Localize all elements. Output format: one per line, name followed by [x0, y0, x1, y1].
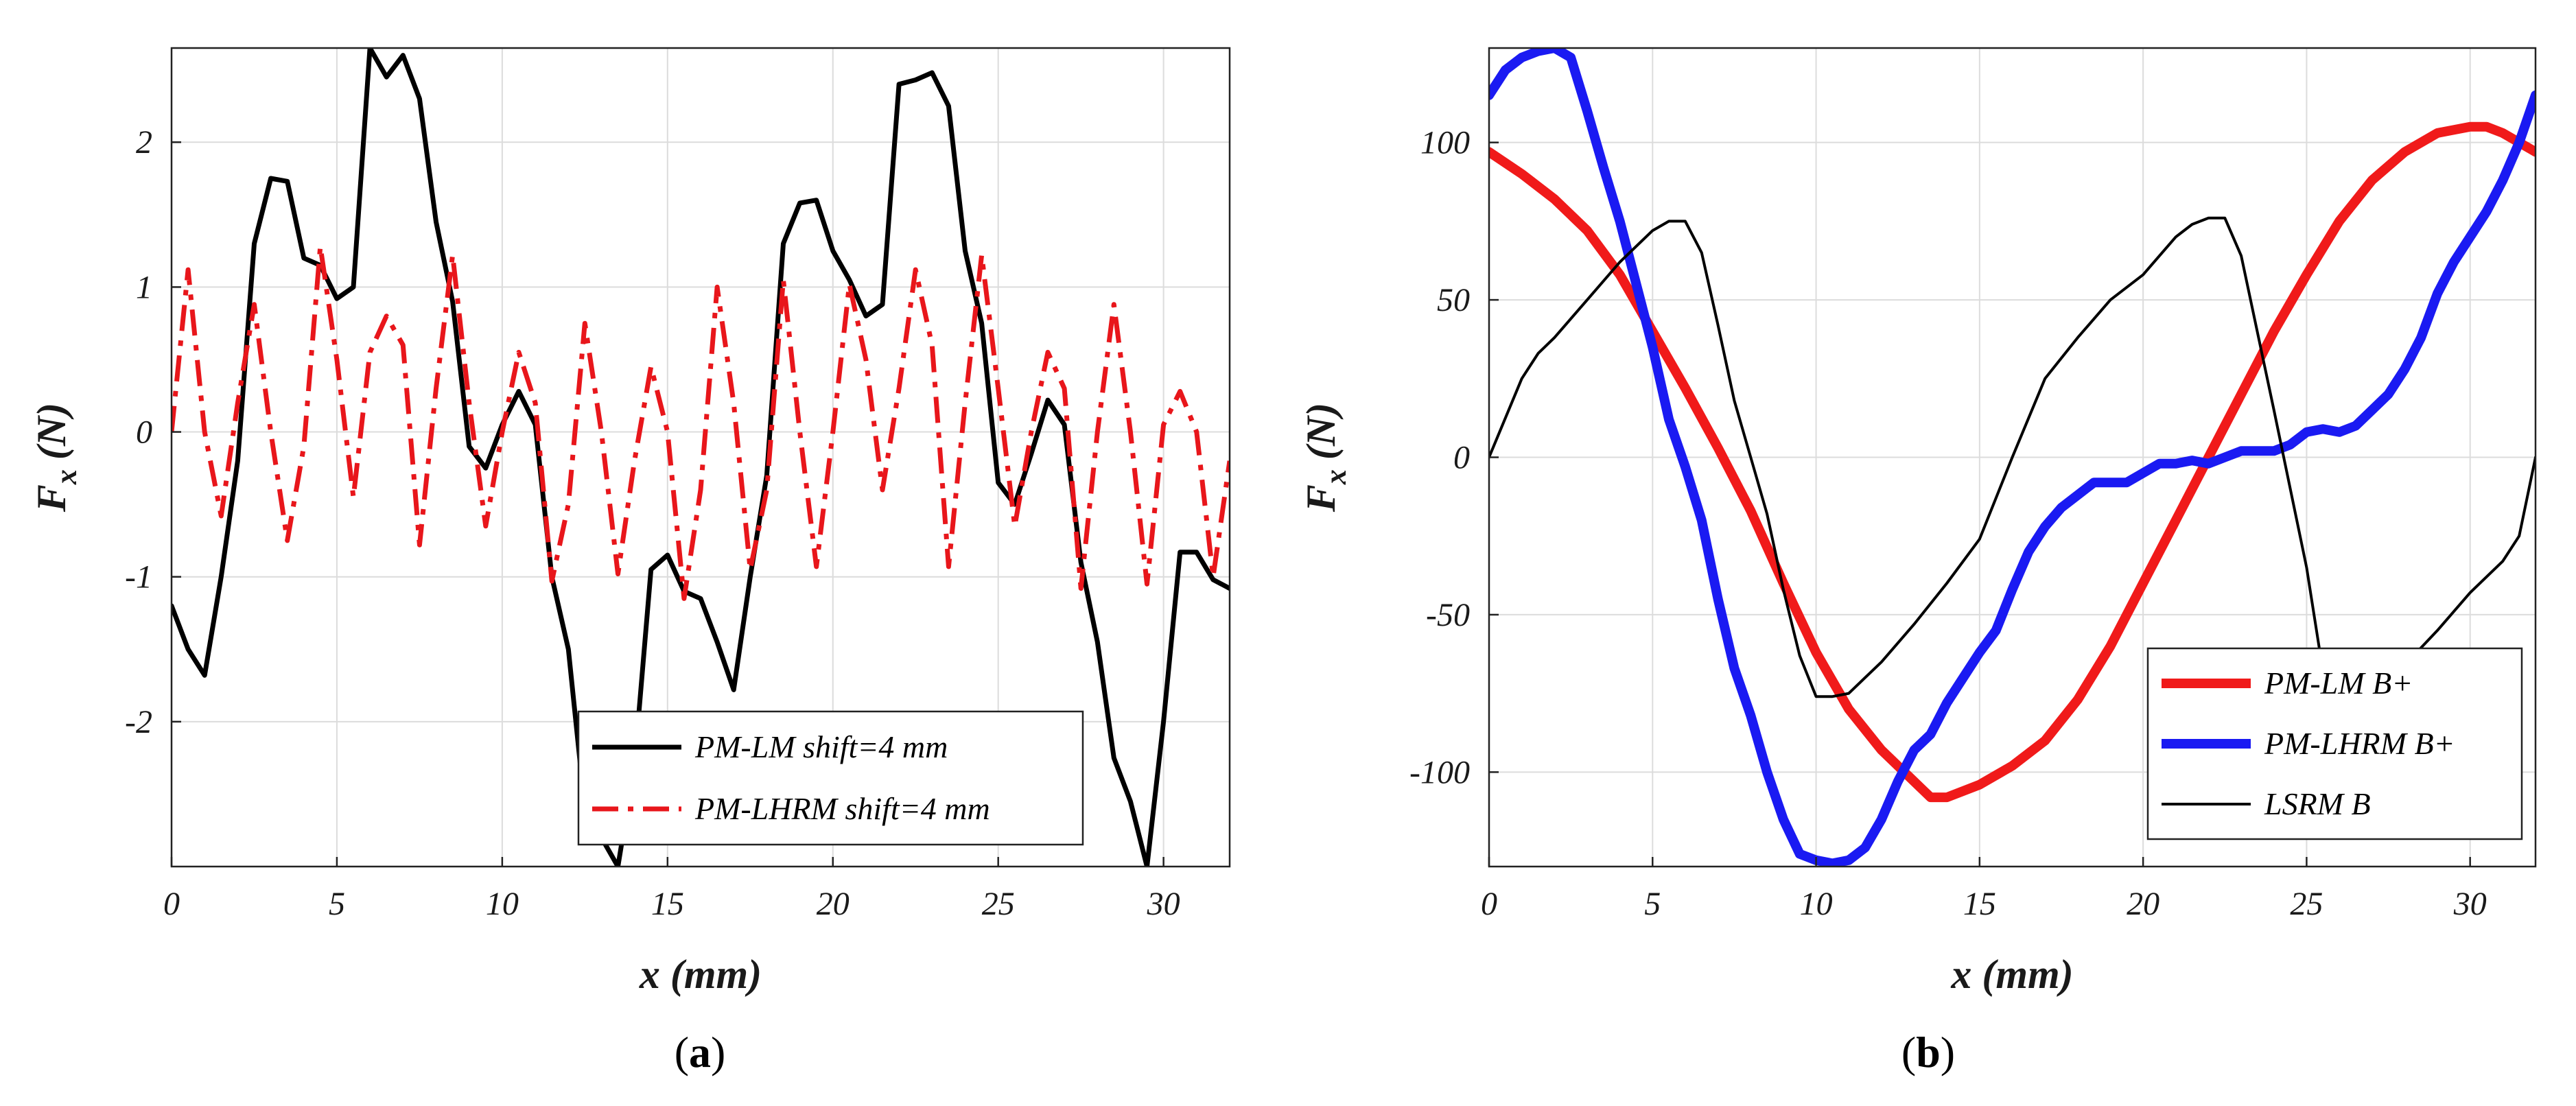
series-line-pm-lm-shift-4-mm: [172, 48, 1230, 867]
y-tick-label: 50: [1437, 282, 1470, 318]
panel-letter-b: b: [1916, 1028, 1941, 1076]
y-axis-label-main-a: F: [29, 484, 74, 513]
ticks-a: 0 5 10 15 20 25 30 -2 -1 0 1 2: [125, 124, 1180, 922]
legend-entry-label: LSRM B: [2264, 786, 2371, 821]
x-tick-label: 20: [2127, 886, 2159, 922]
x-tick-label: 10: [486, 886, 519, 922]
chart-panel-a: 0 5 10 15 20 25 30 -2 -1 0 1 2 x (mm) Fx (N) PM-LM s…: [29, 47, 1231, 1076]
ticks-b: 0 5 10 15 20 25 30 -100 -50 0 50 100: [1409, 125, 2487, 922]
panel-letter-a: a: [689, 1028, 711, 1076]
plot-frame-a: [170, 47, 1231, 868]
y-tick-label: 0: [1453, 440, 1470, 476]
x-tick-label: 30: [2453, 886, 2487, 922]
y-axis-label-unit-b: (N): [1298, 403, 1344, 460]
x-tick-label: 0: [163, 886, 180, 922]
y-axis-label-sub-b: x: [1319, 469, 1353, 485]
y-tick-label: -50: [1426, 597, 1470, 633]
y-axis-label-sub-a: x: [49, 469, 83, 485]
panel-label-a: (a): [675, 1028, 726, 1076]
x-axis-label-b: x (mm): [1950, 952, 2073, 997]
legend-entry-label: PM-LHRM shift=4 mm: [694, 791, 990, 826]
legend-b: PM-LM B+ PM-LHRM B+ LSRM B: [2146, 647, 2523, 840]
x-tick-label: 10: [1800, 886, 1833, 922]
y-axis-label-main-b: F: [1298, 484, 1344, 513]
x-tick-label: 20: [817, 886, 850, 922]
y-tick-label: -1: [125, 559, 152, 596]
y-axis-label-b: Fx (N): [1298, 403, 1353, 513]
series-a: [172, 48, 1230, 867]
x-tick-label: 5: [329, 886, 345, 922]
legend-box: [577, 710, 1084, 846]
x-tick-label: 5: [1644, 886, 1661, 922]
x-tick-label: 25: [982, 886, 1015, 922]
y-axis-label-a: Fx (N): [29, 403, 83, 513]
panel-label-b: (b): [1901, 1028, 1955, 1076]
y-tick-label: -100: [1409, 754, 1470, 790]
chart-panel-b: 0 5 10 15 20 25 30 -100 -50 0 50 100 x (mm) Fx (N) P…: [1298, 47, 2537, 1076]
y-axis-label-unit-a: (N): [29, 403, 74, 460]
y-tick-label: 0: [136, 414, 152, 451]
grid-a: [171, 48, 1230, 867]
y-tick-label: 2: [136, 124, 152, 161]
x-tick-label: 0: [1481, 886, 1497, 922]
x-axis-label-a: x (mm): [639, 952, 762, 997]
series-line-pm-lhrm-shift-4-mm: [172, 244, 1230, 601]
y-tick-label: 100: [1420, 125, 1470, 161]
legend-entry-label: PM-LM B+: [2264, 666, 2413, 701]
y-tick-label: -2: [125, 704, 152, 740]
series-line-pm-lhrm-b-: [1489, 48, 2536, 867]
x-tick-label: 30: [1147, 886, 1180, 922]
y-tick-label: 1: [136, 269, 152, 305]
series-line-pm-lm-b-: [1489, 121, 2536, 803]
x-tick-label: 15: [1963, 886, 1996, 922]
x-tick-label: 25: [2290, 886, 2323, 922]
legend-entry-label: PM-LHRM B+: [2264, 726, 2455, 761]
legend-entry-label: PM-LM shift=4 mm: [694, 729, 948, 764]
series-line-lsrm-b: [1489, 216, 2536, 717]
x-tick-label: 15: [651, 886, 684, 922]
legend-a: PM-LM shift=4 mm PM-LHRM shift=4 mm: [577, 710, 1084, 846]
